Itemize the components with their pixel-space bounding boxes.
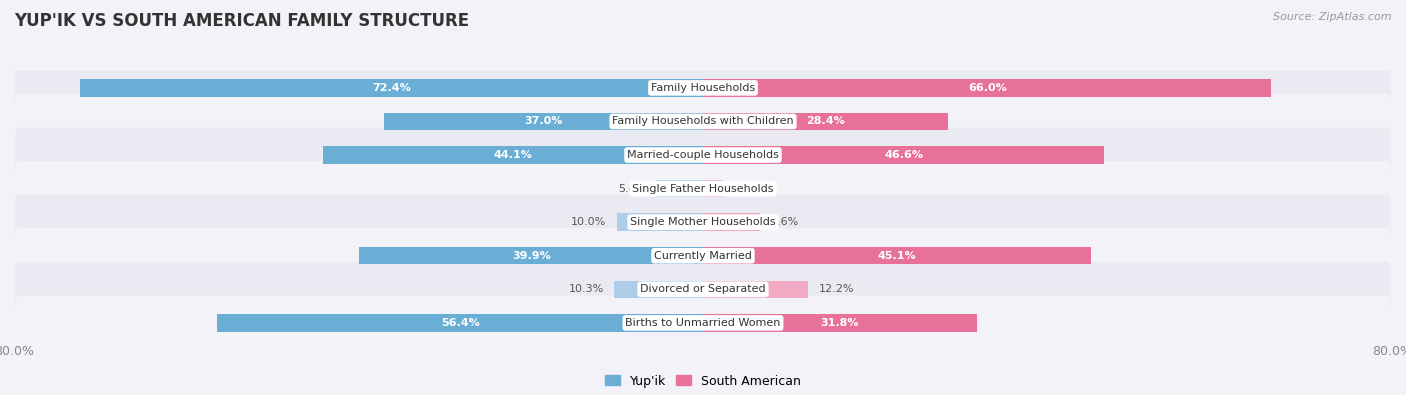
Text: Married-couple Households: Married-couple Households <box>627 150 779 160</box>
Bar <box>703 113 948 130</box>
Text: 10.0%: 10.0% <box>571 217 606 227</box>
Bar <box>703 314 977 332</box>
FancyBboxPatch shape <box>15 195 1391 250</box>
Bar <box>703 146 1104 164</box>
Text: Source: ZipAtlas.com: Source: ZipAtlas.com <box>1274 12 1392 22</box>
Text: 5.4%: 5.4% <box>617 184 647 194</box>
FancyBboxPatch shape <box>15 94 1391 149</box>
Bar <box>614 280 703 298</box>
Bar <box>703 213 759 231</box>
Text: 39.9%: 39.9% <box>512 251 551 261</box>
Bar <box>80 79 703 97</box>
Bar <box>703 247 1091 265</box>
Legend: Yup'ik, South American: Yup'ik, South American <box>600 370 806 393</box>
Text: Single Mother Households: Single Mother Households <box>630 217 776 227</box>
Bar <box>703 280 808 298</box>
Text: 6.6%: 6.6% <box>770 217 799 227</box>
Bar <box>323 146 703 164</box>
Text: 28.4%: 28.4% <box>806 117 845 126</box>
Text: 56.4%: 56.4% <box>440 318 479 328</box>
Text: 2.3%: 2.3% <box>733 184 762 194</box>
Bar <box>360 247 703 265</box>
Text: 12.2%: 12.2% <box>818 284 853 294</box>
Text: Single Father Households: Single Father Households <box>633 184 773 194</box>
Text: Divorced or Separated: Divorced or Separated <box>640 284 766 294</box>
Bar <box>703 180 723 198</box>
FancyBboxPatch shape <box>15 60 1391 115</box>
Bar <box>218 314 703 332</box>
FancyBboxPatch shape <box>15 228 1391 283</box>
Text: 72.4%: 72.4% <box>371 83 411 93</box>
FancyBboxPatch shape <box>15 161 1391 216</box>
Text: Currently Married: Currently Married <box>654 251 752 261</box>
Bar <box>703 79 1271 97</box>
FancyBboxPatch shape <box>15 128 1391 182</box>
FancyBboxPatch shape <box>15 262 1391 317</box>
Text: 45.1%: 45.1% <box>877 251 917 261</box>
Text: 44.1%: 44.1% <box>494 150 533 160</box>
Text: 10.3%: 10.3% <box>568 284 605 294</box>
Text: 66.0%: 66.0% <box>967 83 1007 93</box>
Bar <box>657 180 703 198</box>
Bar <box>384 113 703 130</box>
Text: YUP'IK VS SOUTH AMERICAN FAMILY STRUCTURE: YUP'IK VS SOUTH AMERICAN FAMILY STRUCTUR… <box>14 12 470 30</box>
Text: 31.8%: 31.8% <box>821 318 859 328</box>
Bar <box>617 213 703 231</box>
Text: Family Households with Children: Family Households with Children <box>612 117 794 126</box>
Text: 46.6%: 46.6% <box>884 150 924 160</box>
Text: Births to Unmarried Women: Births to Unmarried Women <box>626 318 780 328</box>
Text: Family Households: Family Households <box>651 83 755 93</box>
Text: 37.0%: 37.0% <box>524 117 562 126</box>
FancyBboxPatch shape <box>15 295 1391 350</box>
